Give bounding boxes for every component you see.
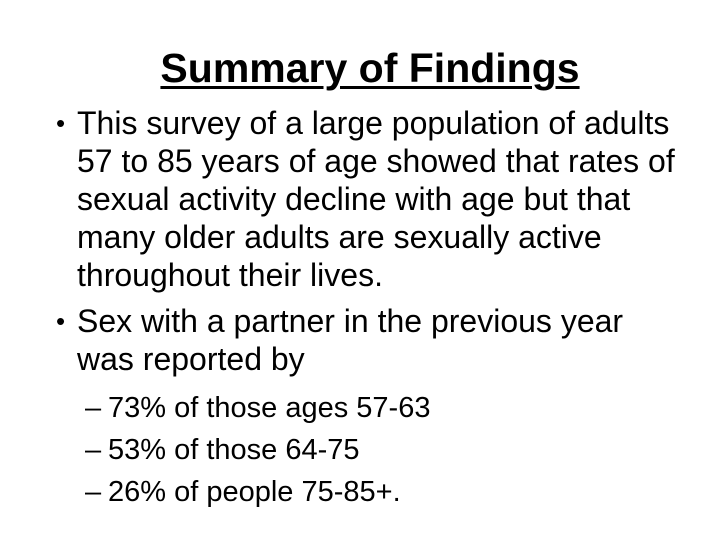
- bullet-item-survey: • This survey of a large population of a…: [56, 104, 706, 294]
- sub-bullet-ages-75-85: – 26% of people 75-85+.: [85, 471, 706, 513]
- sub-bullet-ages-64-75: – 53% of those 64-75: [85, 429, 706, 471]
- slide-body: • This survey of a large population of a…: [56, 104, 706, 513]
- page-title-text: Summary of Findings: [160, 45, 580, 91]
- bullet-dot-icon: •: [56, 108, 66, 138]
- sub-bullet-list: – 73% of those ages 57-63 – 53% of those…: [56, 387, 706, 513]
- page-title: Summary of Findings: [12, 48, 728, 89]
- sub-bullet-text: 73% of those ages 57-63: [108, 392, 431, 424]
- sub-bullet-text: 53% of those 64-75: [108, 434, 360, 466]
- text-line: throughout their lives.: [77, 257, 383, 293]
- bullet-dot-icon: •: [56, 306, 66, 336]
- dash-bullet-icon: –: [85, 392, 102, 424]
- dash-bullet-icon: –: [85, 434, 102, 466]
- bullet-text-survey: This survey of a large population of adu…: [77, 104, 675, 294]
- text-line: many older adults are sexually active: [77, 219, 602, 255]
- text-line: 57 to 85 years of age showed that rates …: [77, 143, 675, 179]
- sub-bullet-ages-57-63: – 73% of those ages 57-63: [85, 387, 706, 429]
- text-line: was reported by: [77, 341, 305, 377]
- bullet-item-partner: • Sex with a partner in the previous yea…: [56, 302, 706, 378]
- dash-bullet-icon: –: [85, 476, 102, 508]
- text-line: sexual activity decline with age but tha…: [77, 181, 631, 217]
- text-line: This survey of a large population of adu…: [77, 105, 670, 141]
- bullet-text-partner: Sex with a partner in the previous year …: [77, 302, 623, 378]
- text-line: Sex with a partner in the previous year: [77, 303, 624, 339]
- sub-bullet-text: 26% of people 75-85+.: [108, 476, 401, 508]
